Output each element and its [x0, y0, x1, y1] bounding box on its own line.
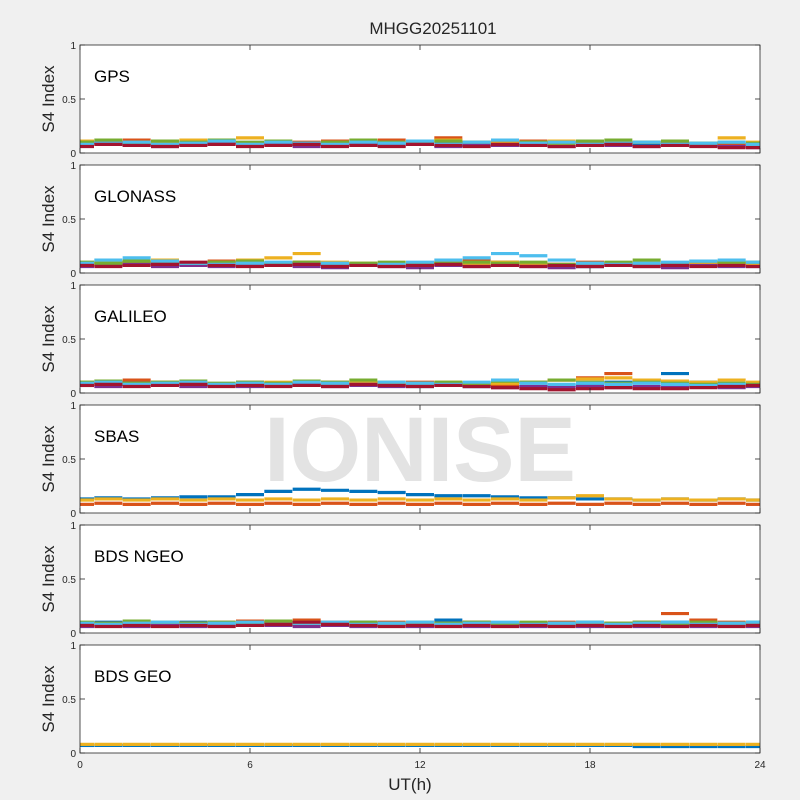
- y-tick-label: 0: [70, 269, 76, 280]
- data-traces: [80, 251, 760, 270]
- y-axis-label: S4 Index: [39, 65, 58, 133]
- y-tick-label: 1: [70, 641, 76, 652]
- x-tick-label: 18: [584, 760, 596, 771]
- data-traces: [80, 371, 760, 392]
- y-tick-label: 0.5: [62, 575, 76, 586]
- y-tick-label: 0.5: [62, 215, 76, 226]
- series-2: [80, 494, 760, 502]
- y-tick-label: 0: [70, 629, 76, 640]
- y-axis-label: S4 Index: [39, 425, 58, 493]
- panel-label: GALILEO: [94, 307, 167, 326]
- panel-label: GPS: [94, 67, 130, 86]
- data-traces: [80, 611, 760, 629]
- data-traces: [80, 742, 760, 749]
- series-3: [80, 501, 760, 506]
- plot-area: [80, 645, 760, 753]
- panel-bds-geo: 0 0.5 1 0 6 12 18 24 UT(h) S4 Index BDS GEO: [39, 641, 766, 794]
- series-7: [80, 620, 760, 629]
- y-tick-label: 1: [70, 161, 76, 172]
- panel-stack: 0 0.5 1 S4 Index GPS 0 0.5 1 S4 Index GLONASS 0 0.5…: [39, 41, 766, 794]
- y-tick-label: 1: [70, 41, 76, 52]
- plot-area: [80, 45, 760, 153]
- panel-bds-ngeo: 0 0.5 1 S4 Index BDS NGEO: [39, 521, 761, 640]
- x-tick-label: 6: [247, 760, 253, 771]
- panel-glonass: 0 0.5 1 S4 Index GLONASS: [39, 161, 761, 280]
- panel-sbas: 0 0.5 1 S4 Index SBAS: [39, 401, 761, 520]
- x-tick-label: 12: [414, 760, 426, 771]
- y-tick-label: 1: [70, 401, 76, 412]
- y-axis-label: S4 Index: [39, 545, 58, 613]
- y-tick-label: 0: [70, 509, 76, 520]
- plot-area: [80, 285, 760, 393]
- panel-galileo: 0 0.5 1 S4 Index GALILEO: [39, 281, 761, 400]
- y-tick-label: 0.5: [62, 455, 76, 466]
- series-7: [80, 260, 760, 269]
- x-axis-label: UT(h): [388, 775, 431, 794]
- y-tick-label: 0: [70, 149, 76, 160]
- y-tick-label: 0: [70, 389, 76, 400]
- y-tick-label: 1: [70, 521, 76, 532]
- plot-area: [80, 165, 760, 273]
- data-traces: [80, 136, 760, 150]
- x-tick-label: 24: [754, 760, 766, 771]
- figure-title: MHGG20251101: [369, 19, 496, 38]
- panel-gps: 0 0.5 1 S4 Index GPS: [39, 41, 761, 160]
- x-tick-label: 0: [77, 760, 83, 771]
- data-traces: [80, 487, 760, 506]
- y-tick-label: 0.5: [62, 95, 76, 106]
- panel-label: BDS NGEO: [94, 547, 184, 566]
- y-tick-label: 0: [70, 749, 76, 760]
- y-axis-label: S4 Index: [39, 305, 58, 373]
- y-tick-label: 0.5: [62, 335, 76, 346]
- panel-label: GLONASS: [94, 187, 176, 206]
- y-tick-label: 1: [70, 281, 76, 292]
- panel-label: BDS GEO: [94, 667, 171, 686]
- y-axis-label: S4 Index: [39, 665, 58, 733]
- panel-label: SBAS: [94, 427, 139, 446]
- series-7: [80, 142, 760, 150]
- y-tick-label: 0.5: [62, 695, 76, 706]
- y-axis-label: S4 Index: [39, 185, 58, 253]
- plot-area: [80, 525, 760, 633]
